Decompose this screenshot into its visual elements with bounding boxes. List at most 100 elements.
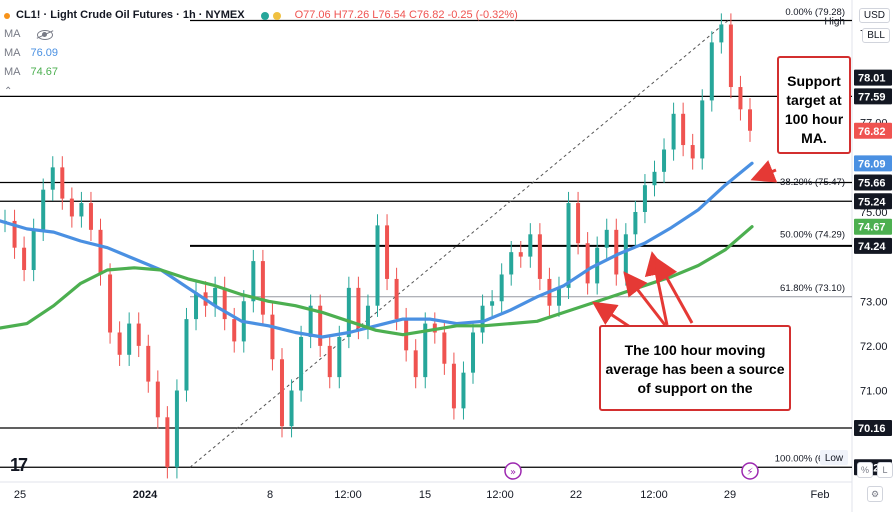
candle-body	[98, 229, 103, 275]
ma-legend-row-2[interactable]: MA 76.09	[4, 44, 518, 63]
ma-legend-row-3[interactable]: MA 74.67	[4, 63, 518, 82]
x-tick-label-6: 22	[570, 489, 582, 501]
price-tag-tag_77_59: 77.59	[858, 91, 886, 103]
candle-body	[232, 319, 237, 342]
candle-body	[480, 305, 485, 333]
support-target-callout: Support target at 100 hour MA.	[777, 56, 851, 154]
x-tick-label-4: 15	[419, 489, 431, 501]
ma-legend-row-1[interactable]: MA	[4, 25, 518, 44]
candle-body	[318, 305, 323, 346]
symbol-row[interactable]: CL1! · Light Crude Oil Futures · 1h · NY…	[4, 6, 518, 25]
symbol-logo-icon	[4, 12, 10, 19]
candle-body	[222, 287, 227, 320]
candle-body	[633, 211, 638, 235]
price-tag-tag_74_67: 74.67	[858, 222, 886, 234]
candle-body	[79, 203, 84, 217]
candle-body	[471, 332, 476, 373]
candle-body	[738, 87, 743, 110]
candle-body	[289, 390, 294, 427]
candle-body	[31, 229, 36, 271]
chevron-up-icon[interactable]: ⌃	[4, 86, 13, 97]
candle-body	[499, 274, 504, 302]
x-tick-label-0: 25	[14, 489, 26, 501]
candle-body	[556, 287, 561, 306]
candle-body	[127, 323, 132, 355]
price-tag-box-tag_75_66	[854, 174, 892, 191]
candle-body	[537, 234, 542, 279]
candle-body	[213, 287, 218, 306]
candle-body	[108, 274, 113, 333]
price-tag-box-tag_74_67	[854, 218, 892, 235]
x-tick-label-5: 12:00	[486, 489, 514, 501]
candle-body	[194, 292, 199, 320]
candle-body	[690, 145, 695, 159]
candle-body	[719, 24, 724, 43]
currency-selector[interactable]: USD	[858, 8, 890, 23]
symbol-title[interactable]: CL1! · Light Crude Oil Futures · 1h · NY…	[16, 9, 245, 21]
candle-body	[662, 149, 667, 172]
ma3-value: 74.67	[30, 66, 59, 78]
event-glyph-1: ⚡	[746, 467, 753, 478]
legend-collapse[interactable]: ⌃	[4, 82, 518, 101]
annotation-arrow-0	[750, 160, 778, 183]
price-tag-tag_76_09: 76.09	[858, 158, 886, 170]
fib-label-1: 38.20% (75.47)	[780, 177, 845, 188]
candle-body	[528, 234, 533, 257]
candle-body	[50, 167, 55, 190]
candle-body	[614, 229, 619, 275]
log-scale-button[interactable]: %	[857, 462, 873, 478]
annotation-arrow-2	[655, 256, 694, 324]
dividend-event-icon[interactable]	[504, 462, 522, 480]
y-tick-label-0: 71.00	[860, 386, 888, 398]
ma2-value: 76.09	[30, 47, 59, 59]
candle-body	[22, 247, 27, 271]
candle-body	[652, 171, 657, 186]
candle-body	[69, 198, 74, 217]
candle-body	[117, 332, 122, 355]
y-tick-label-3: 75.00	[860, 207, 888, 219]
candle-body	[671, 113, 676, 150]
ma2-label: MA	[4, 47, 21, 59]
earnings-event-icon[interactable]	[741, 462, 759, 480]
unit-selector[interactable]: BLL	[862, 28, 890, 43]
candle-body	[260, 261, 265, 315]
high-tag: High	[824, 17, 845, 28]
price-tag-box-tag_75_24	[854, 193, 892, 210]
candle-body	[728, 24, 733, 88]
tradingview-logo-icon[interactable]: 17	[10, 455, 28, 475]
candle-body	[423, 323, 428, 378]
candle-body	[337, 336, 342, 378]
candle-body	[576, 203, 581, 244]
ma-100-line[interactable]	[0, 161, 754, 339]
x-tick-label-7: 12:00	[640, 489, 668, 501]
low-tag-bg	[820, 450, 848, 465]
x-tick-label-3: 12:00	[334, 489, 362, 501]
candle-body	[700, 100, 705, 159]
price-tag-box-tag_70_16	[854, 419, 892, 436]
x-tick-label-8: 29	[724, 489, 736, 501]
market-status-icon	[260, 11, 269, 20]
x-tick-label-9: Feb	[811, 489, 830, 501]
price-tag-box-tag_76_82	[854, 122, 892, 139]
price-tag-tag_74_24: 74.24	[858, 241, 886, 253]
event-glyph-0: »	[510, 467, 516, 478]
price-tag-box-tag_78_01	[854, 69, 892, 86]
candle-body	[308, 305, 313, 337]
price-tag-tag_78_01: 78.01	[858, 73, 886, 85]
auto-scale-button[interactable]: L	[877, 462, 893, 478]
ma3-label: MA	[4, 66, 21, 78]
price-tag-box-tag_76_09	[854, 155, 892, 172]
candle-body	[681, 113, 686, 146]
fib-trend-line[interactable]	[189, 20, 729, 468]
candle-body	[623, 234, 628, 275]
price-tag-tag_70_16: 70.16	[858, 423, 886, 435]
candle-body	[41, 189, 46, 230]
candle-body	[385, 225, 390, 279]
candle-body	[155, 381, 160, 418]
settings-gear-icon[interactable]: ⚙	[867, 486, 883, 502]
hidden-eye-icon[interactable]	[36, 29, 53, 40]
chart-legend: CL1! · Light Crude Oil Futures · 1h · NY…	[4, 6, 518, 101]
candle-body	[165, 417, 170, 468]
candle-body	[509, 252, 514, 275]
